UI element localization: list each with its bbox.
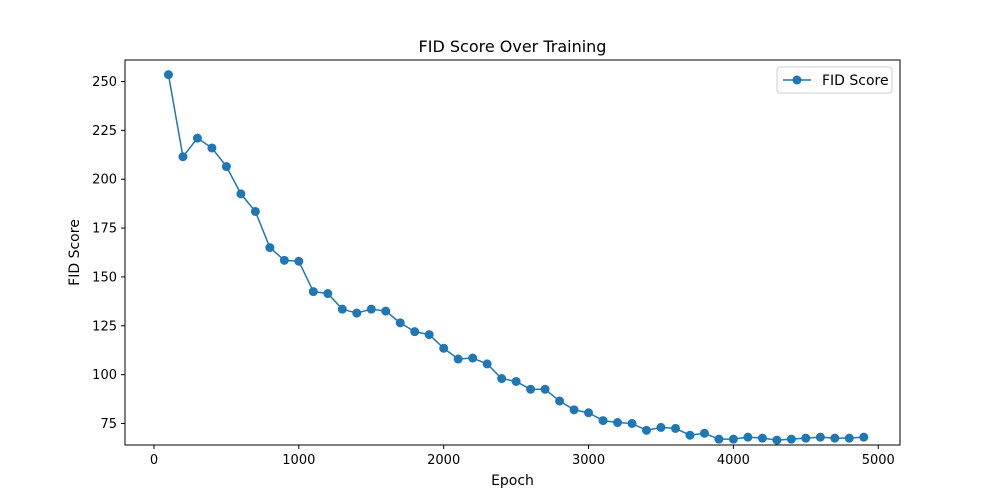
legend: FID Score [776, 66, 893, 94]
data-point [815, 432, 825, 442]
data-point [670, 423, 680, 433]
x-tick-label: 3000 [572, 453, 605, 468]
x-tick-label: 4000 [717, 453, 750, 468]
data-point [308, 287, 318, 297]
data-point [279, 255, 289, 265]
data-point [250, 206, 260, 216]
data-point [728, 434, 738, 444]
data-point [207, 143, 217, 153]
data-point [323, 289, 333, 299]
data-point [410, 327, 420, 337]
plot-area [163, 70, 869, 445]
data-point [439, 343, 449, 353]
data-point [641, 425, 651, 435]
data-point [381, 306, 391, 316]
legend-label: FID Score [822, 73, 889, 89]
x-axis: 0 1000 2000 3000 4000 5000 [150, 445, 895, 468]
data-point [192, 133, 202, 143]
data-point [844, 433, 854, 443]
data-point [482, 359, 492, 369]
y-tick-label: 225 [92, 124, 117, 139]
data-point [627, 419, 637, 429]
data-point [395, 318, 405, 328]
data-point [366, 304, 376, 314]
y-tick-label: 200 [92, 173, 117, 188]
plot-frame [124, 59, 901, 446]
data-point [178, 152, 188, 162]
data-point [786, 434, 796, 444]
data-point [859, 432, 869, 442]
data-point [540, 384, 550, 394]
data-point [352, 308, 362, 318]
data-point [511, 376, 521, 386]
x-tick-label: 1000 [282, 453, 315, 468]
data-point [337, 304, 347, 314]
y-tick-label: 75 [100, 417, 117, 432]
data-point [163, 70, 173, 80]
chart-title: FID Score Over Training [419, 37, 607, 56]
y-tick-label: 175 [92, 222, 117, 237]
data-point [772, 435, 782, 445]
legend-box [776, 66, 893, 94]
data-point [584, 408, 594, 418]
data-point [424, 330, 434, 340]
y-tick-label: 125 [92, 319, 117, 334]
x-tick-label: 2000 [427, 453, 460, 468]
data-point [699, 428, 709, 438]
y-axis-label: FID Score [67, 219, 83, 286]
data-point [757, 433, 767, 443]
legend-marker-swatch [792, 75, 802, 85]
data-point [555, 396, 565, 406]
data-point [830, 433, 840, 443]
y-axis: 75 100 125 150 175 200 225 250 [92, 75, 125, 432]
y-tick-label: 100 [92, 368, 117, 383]
data-point [569, 405, 579, 415]
data-point [714, 434, 724, 444]
data-point [613, 418, 623, 428]
data-point [801, 433, 811, 443]
data-point [221, 162, 231, 172]
data-point [598, 416, 608, 426]
data-point [685, 430, 695, 440]
y-tick-label: 150 [92, 270, 117, 285]
x-tick-label: 5000 [862, 453, 895, 468]
data-point [265, 243, 275, 253]
y-tick-label: 250 [92, 75, 117, 90]
data-point [743, 432, 753, 442]
data-point [497, 374, 507, 384]
x-axis-label: Epoch [491, 473, 534, 489]
x-tick-label: 0 [150, 453, 158, 468]
data-point [453, 354, 463, 364]
data-point [236, 189, 246, 199]
data-point [656, 422, 666, 432]
data-point [468, 353, 478, 363]
data-point [526, 384, 536, 394]
data-point [294, 256, 304, 266]
